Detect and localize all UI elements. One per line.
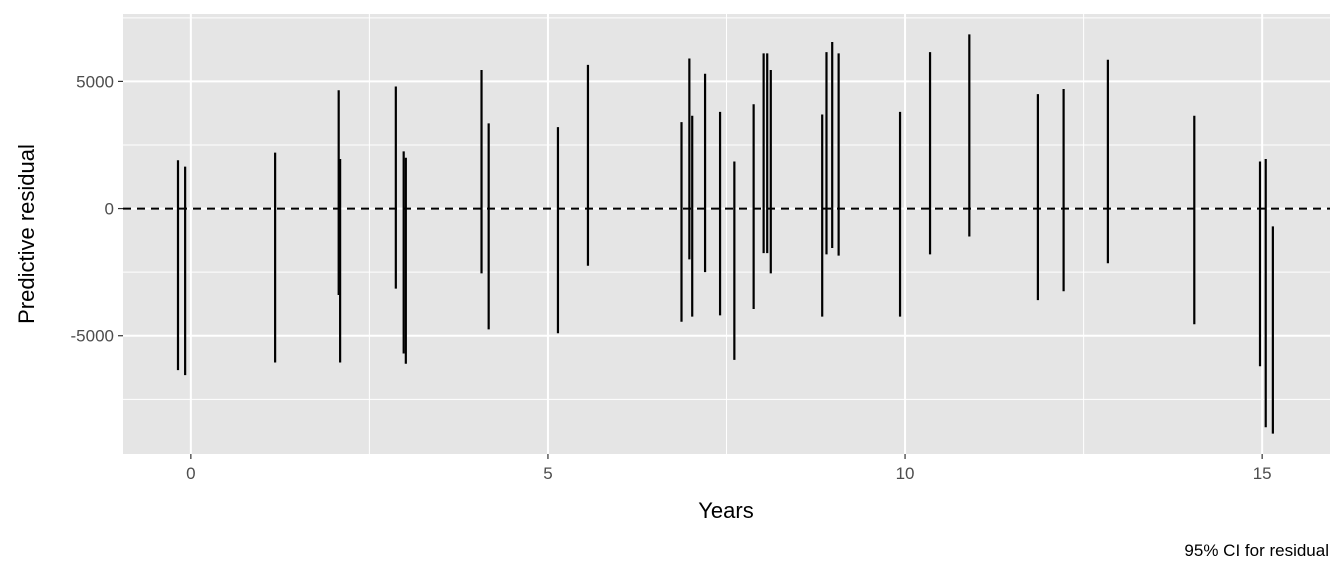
y-tick-label: -5000	[71, 327, 114, 346]
x-tick-label: 10	[896, 464, 915, 483]
grid-major	[123, 14, 1330, 454]
x-axis-title: Years	[698, 498, 753, 523]
x-tick-label: 5	[543, 464, 552, 483]
x-tick-label: 15	[1253, 464, 1272, 483]
y-axis: -5000 0 5000	[71, 72, 123, 346]
y-tick-label: 5000	[76, 72, 114, 91]
error-bars	[176, 34, 1274, 434]
grid-minor	[123, 14, 1330, 454]
x-axis: 0 5 10 15	[186, 454, 1272, 483]
y-axis-title: Predictive residual	[14, 144, 39, 324]
caption: 95% CI for residual	[1184, 541, 1329, 560]
y-tick-label: 0	[105, 200, 114, 219]
x-tick-label: 0	[186, 464, 195, 483]
